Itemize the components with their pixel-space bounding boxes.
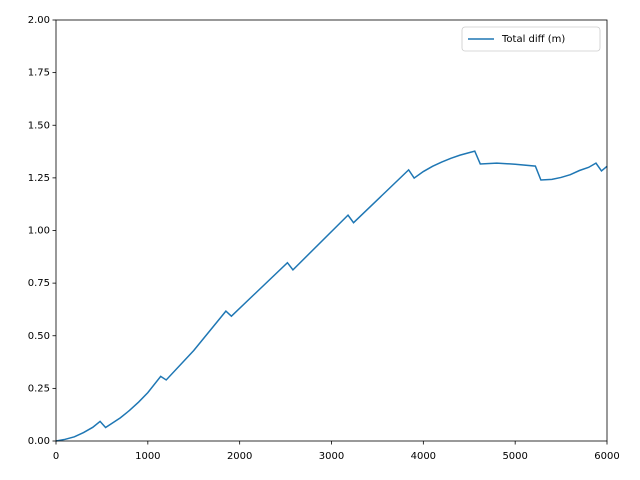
- legend-box: [461, 26, 601, 52]
- x-tick-label: 1000: [135, 451, 160, 462]
- y-tick-label: 0.00: [28, 436, 50, 447]
- x-tick-label: 2000: [227, 451, 252, 462]
- y-tick-label: 1.25: [28, 173, 50, 184]
- y-tick-label: 0.50: [28, 331, 50, 342]
- y-tick-label: 1.50: [28, 120, 50, 131]
- x-tick-label: 5000: [502, 451, 527, 462]
- x-tick-label: 3000: [319, 451, 344, 462]
- legend-label: Total diff (m): [501, 34, 565, 45]
- y-tick-label: 1.75: [28, 68, 50, 79]
- y-tick-label: 0.25: [28, 383, 50, 394]
- x-tick-label: 6000: [594, 451, 619, 462]
- plot-frame: [55, 19, 608, 442]
- y-tick-label: 2.00: [28, 15, 50, 26]
- x-tick-label: 0: [53, 451, 59, 462]
- x-tick-label: 4000: [411, 451, 436, 462]
- y-tick-label: 1.00: [28, 226, 50, 237]
- y-tick-label: 0.75: [28, 278, 50, 289]
- line: [55, 150, 608, 442]
